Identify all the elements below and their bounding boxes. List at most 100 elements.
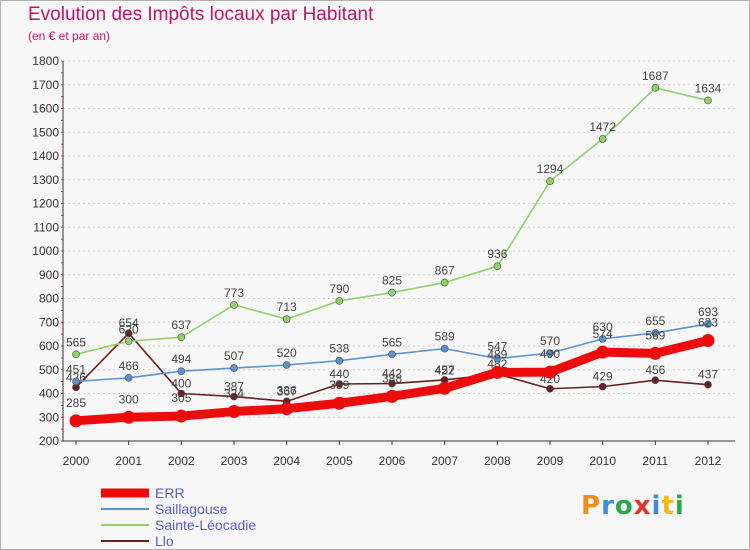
y-tick-label: 400 [39, 387, 59, 401]
data-label-sainte-l-ocadie: 637 [171, 318, 191, 332]
x-tick-label: 2003 [221, 454, 248, 468]
data-label-llo: 457 [435, 363, 455, 377]
data-label-err: 285 [66, 396, 86, 410]
data-label-sainte-l-ocadie: 565 [66, 335, 86, 349]
y-tick-label: 900 [39, 268, 59, 282]
data-point-saillagouse [651, 329, 660, 337]
x-tick-label: 2005 [326, 454, 353, 468]
data-point-sainte-l-ocadie [282, 315, 291, 323]
data-point-sainte-l-ocadie [440, 278, 449, 287]
data-label-saillagouse: 494 [171, 352, 191, 366]
chart-subtitle: (en € et par an) [28, 29, 111, 43]
logo-letter: o [614, 491, 634, 521]
data-point-sainte-l-ocadie [72, 350, 80, 359]
y-tick-label: 200 [39, 434, 59, 448]
x-tick-label: 2008 [484, 454, 511, 468]
data-point-llo [651, 376, 660, 385]
data-point-saillagouse [440, 344, 449, 353]
y-tick-label: 1700 [32, 78, 59, 92]
data-point-sainte-l-ocadie [651, 84, 660, 92]
data-label-saillagouse: 630 [593, 320, 613, 334]
data-point-saillagouse [704, 320, 712, 328]
logo-letter: r [601, 491, 615, 521]
data-point-sainte-l-ocadie [230, 301, 238, 309]
data-label-err: 489 [487, 347, 507, 361]
data-point-sainte-l-ocadie [177, 333, 186, 342]
data-label-llo: 387 [224, 380, 244, 394]
data-label-sainte-l-ocadie: 1687 [642, 69, 669, 83]
data-point-sainte-l-ocadie [704, 96, 712, 105]
data-point-err [596, 345, 610, 359]
y-tick-label: 1500 [32, 125, 59, 139]
legend-label-err: ERR [155, 485, 185, 501]
data-point-llo [704, 380, 712, 389]
data-label-saillagouse: 466 [119, 359, 139, 373]
data-label-saillagouse: 538 [329, 342, 349, 356]
data-label-sainte-l-ocadie: 790 [329, 282, 349, 296]
data-point-sainte-l-ocadie [335, 297, 344, 305]
data-label-sainte-l-ocadie: 620 [119, 322, 139, 336]
x-tick-label: 2012 [695, 454, 722, 468]
data-label-llo: 482 [487, 357, 507, 371]
data-point-saillagouse [230, 364, 238, 372]
y-tick-label: 1400 [32, 149, 59, 163]
data-label-llo: 367 [277, 384, 297, 398]
chart-title: Evolution des Impôts locaux par Habitant [28, 4, 374, 25]
data-label-saillagouse: 520 [277, 346, 297, 360]
data-label-err: 300 [119, 392, 139, 406]
y-tick-label: 1800 [32, 54, 59, 68]
proxiti-logo: Proxiti [581, 491, 685, 521]
data-label-llo: 400 [171, 377, 191, 391]
x-tick-label: 2006 [379, 454, 406, 468]
data-point-saillagouse [546, 349, 554, 357]
data-point-saillagouse [124, 374, 133, 382]
data-point-saillagouse [598, 335, 607, 343]
data-point-err [701, 334, 715, 348]
data-label-llo: 456 [645, 363, 665, 377]
y-tick-label: 500 [39, 363, 59, 377]
data-point-saillagouse [177, 367, 186, 375]
data-label-err: 623 [698, 316, 718, 330]
data-label-sainte-l-ocadie: 1294 [537, 162, 564, 176]
data-label-err: 359 [329, 378, 349, 392]
data-label-sainte-l-ocadie: 936 [487, 247, 507, 261]
data-label-sainte-l-ocadie: 867 [435, 264, 455, 278]
data-label-saillagouse: 451 [66, 362, 86, 376]
logo-letter: x [633, 491, 652, 521]
data-label-llo: 442 [382, 367, 402, 381]
data-label-sainte-l-ocadie: 825 [382, 274, 402, 288]
logo-letter: i [651, 491, 662, 521]
y-tick-label: 700 [39, 315, 59, 329]
data-point-err [385, 389, 399, 403]
data-point-sainte-l-ocadie [546, 177, 554, 185]
data-point-sainte-l-ocadie [124, 337, 133, 346]
data-label-llo: 437 [698, 368, 718, 382]
data-label-sainte-l-ocadie: 713 [277, 300, 297, 314]
data-point-sainte-l-ocadie [493, 262, 502, 271]
x-tick-label: 2001 [115, 454, 142, 468]
data-label-llo: 429 [593, 370, 613, 384]
data-point-err [543, 365, 557, 379]
data-label-llo: 440 [329, 367, 349, 381]
data-label-err: 388 [382, 371, 402, 385]
x-tick-label: 2011 [642, 454, 668, 468]
y-tick-label: 800 [39, 292, 59, 306]
data-point-saillagouse [493, 354, 502, 363]
data-label-err: 569 [645, 328, 665, 342]
data-point-llo [177, 389, 186, 398]
logo-letter: t [661, 491, 675, 521]
data-point-llo [598, 382, 607, 391]
data-label-err: 336 [277, 384, 297, 398]
data-point-saillagouse [282, 361, 291, 369]
legend-label-llo: Llo [155, 533, 174, 549]
data-label-err: 324 [224, 387, 244, 401]
data-point-sainte-l-ocadie [598, 135, 607, 143]
data-label-sainte-l-ocadie: 1472 [589, 120, 616, 134]
data-label-saillagouse: 547 [487, 340, 507, 354]
logo-letter: i [674, 491, 685, 521]
data-label-saillagouse: 693 [698, 305, 718, 319]
data-label-saillagouse: 565 [382, 335, 402, 349]
data-label-err: 574 [593, 327, 613, 341]
